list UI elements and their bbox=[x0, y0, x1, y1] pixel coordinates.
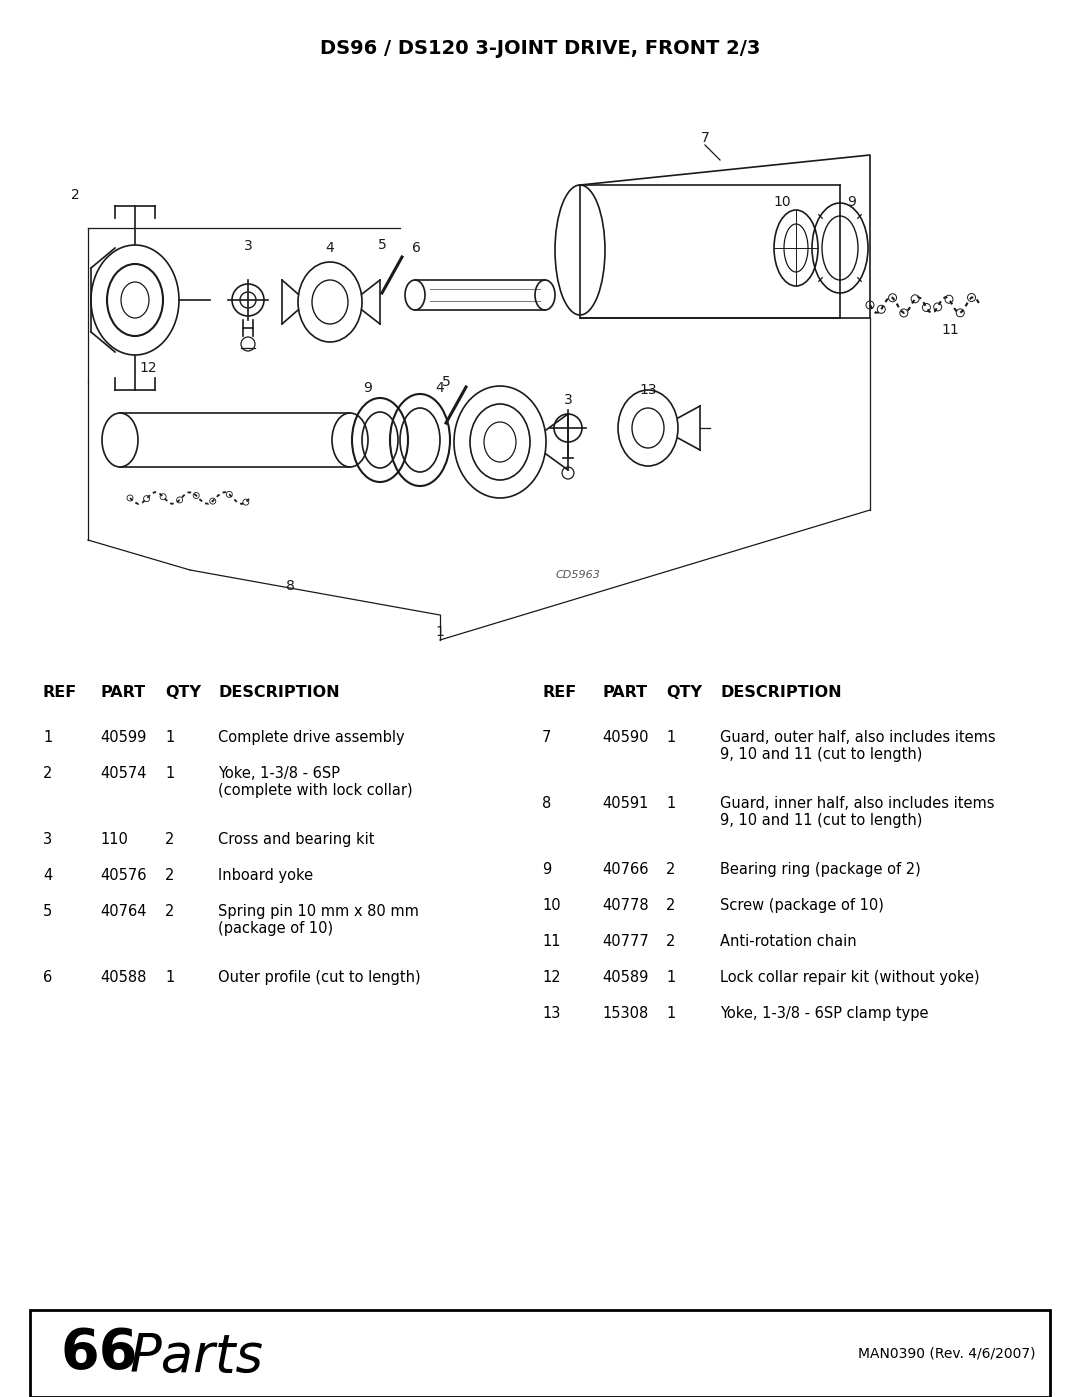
Text: 40590: 40590 bbox=[602, 731, 648, 745]
Text: 5: 5 bbox=[442, 374, 450, 388]
Text: 4: 4 bbox=[43, 868, 52, 883]
Text: DS96 / DS120 3-JOINT DRIVE, FRONT 2/3: DS96 / DS120 3-JOINT DRIVE, FRONT 2/3 bbox=[320, 39, 760, 57]
Text: 2: 2 bbox=[165, 904, 174, 919]
Text: Inboard yoke: Inboard yoke bbox=[218, 868, 313, 883]
Text: Outer profile (cut to length): Outer profile (cut to length) bbox=[218, 970, 420, 985]
Text: QTY: QTY bbox=[165, 685, 201, 700]
Text: 9: 9 bbox=[364, 381, 373, 395]
Text: 6: 6 bbox=[411, 242, 420, 256]
Text: Spring pin 10 mm x 80 mm
(package of 10): Spring pin 10 mm x 80 mm (package of 10) bbox=[218, 904, 419, 936]
Text: Guard, outer half, also includes items
9, 10 and 11 (cut to length): Guard, outer half, also includes items 9… bbox=[720, 731, 996, 763]
Text: 40764: 40764 bbox=[100, 904, 147, 919]
Text: Lock collar repair kit (without yoke): Lock collar repair kit (without yoke) bbox=[720, 970, 980, 985]
Text: 40766: 40766 bbox=[602, 862, 648, 877]
Text: Bearing ring (package of 2): Bearing ring (package of 2) bbox=[720, 862, 921, 877]
Text: 2: 2 bbox=[666, 935, 675, 949]
Text: 8: 8 bbox=[542, 796, 551, 812]
Text: 2: 2 bbox=[666, 862, 675, 877]
Text: 66: 66 bbox=[60, 1327, 137, 1380]
Text: 1: 1 bbox=[666, 970, 675, 985]
Text: Cross and bearing kit: Cross and bearing kit bbox=[218, 833, 375, 847]
Text: 15308: 15308 bbox=[602, 1006, 648, 1021]
Text: DESCRIPTION: DESCRIPTION bbox=[720, 685, 841, 700]
Text: 7: 7 bbox=[542, 731, 552, 745]
Text: 9: 9 bbox=[542, 862, 551, 877]
Text: 7: 7 bbox=[701, 131, 710, 145]
Text: REF: REF bbox=[43, 685, 78, 700]
Text: Complete drive assembly: Complete drive assembly bbox=[218, 731, 405, 745]
Text: 8: 8 bbox=[285, 578, 295, 592]
Text: CD5963: CD5963 bbox=[555, 570, 600, 580]
Text: 13: 13 bbox=[542, 1006, 561, 1021]
Text: 40778: 40778 bbox=[602, 898, 649, 914]
Text: 13: 13 bbox=[639, 383, 657, 397]
Text: 1: 1 bbox=[43, 731, 52, 745]
Text: 11: 11 bbox=[542, 935, 561, 949]
Text: Parts: Parts bbox=[130, 1330, 264, 1383]
Text: 2: 2 bbox=[165, 868, 174, 883]
Text: 4: 4 bbox=[435, 381, 444, 395]
Text: 12: 12 bbox=[139, 360, 157, 374]
Text: 1: 1 bbox=[165, 970, 174, 985]
Text: 3: 3 bbox=[244, 239, 253, 253]
Text: 9: 9 bbox=[848, 196, 856, 210]
Text: 40599: 40599 bbox=[100, 731, 147, 745]
Text: REF: REF bbox=[542, 685, 577, 700]
Text: 5: 5 bbox=[378, 237, 387, 251]
Text: PART: PART bbox=[100, 685, 145, 700]
Text: 2: 2 bbox=[43, 766, 52, 781]
Text: QTY: QTY bbox=[666, 685, 702, 700]
Text: 6: 6 bbox=[43, 970, 52, 985]
Text: 1: 1 bbox=[435, 624, 445, 638]
Text: 2: 2 bbox=[70, 189, 79, 203]
Text: 40576: 40576 bbox=[100, 868, 147, 883]
Text: Anti-rotation chain: Anti-rotation chain bbox=[720, 935, 856, 949]
Text: Yoke, 1-3/8 - 6SP clamp type: Yoke, 1-3/8 - 6SP clamp type bbox=[720, 1006, 929, 1021]
Text: PART: PART bbox=[602, 685, 647, 700]
Text: 2: 2 bbox=[666, 898, 675, 914]
Text: 5: 5 bbox=[43, 904, 52, 919]
Text: 40591: 40591 bbox=[602, 796, 648, 812]
Text: 12: 12 bbox=[542, 970, 561, 985]
Text: Guard, inner half, also includes items
9, 10 and 11 (cut to length): Guard, inner half, also includes items 9… bbox=[720, 796, 995, 828]
Text: Screw (package of 10): Screw (package of 10) bbox=[720, 898, 883, 914]
Text: 10: 10 bbox=[773, 196, 791, 210]
Text: 2: 2 bbox=[165, 833, 174, 847]
Text: 10: 10 bbox=[542, 898, 561, 914]
Text: 40588: 40588 bbox=[100, 970, 147, 985]
Bar bbox=[30, 1310, 1050, 1397]
Text: 1: 1 bbox=[165, 766, 174, 781]
Text: 4: 4 bbox=[326, 242, 335, 256]
Text: 3: 3 bbox=[564, 393, 572, 407]
Text: 3: 3 bbox=[43, 833, 52, 847]
Text: 1: 1 bbox=[666, 731, 675, 745]
Text: DESCRIPTION: DESCRIPTION bbox=[218, 685, 339, 700]
Text: 1: 1 bbox=[165, 731, 174, 745]
Text: 40589: 40589 bbox=[602, 970, 648, 985]
Text: 40574: 40574 bbox=[100, 766, 147, 781]
Text: MAN0390 (Rev. 4/6/2007): MAN0390 (Rev. 4/6/2007) bbox=[858, 1347, 1035, 1361]
Text: 1: 1 bbox=[666, 796, 675, 812]
Text: 1: 1 bbox=[666, 1006, 675, 1021]
Text: 11: 11 bbox=[941, 323, 959, 337]
Text: 110: 110 bbox=[100, 833, 127, 847]
Text: 40777: 40777 bbox=[602, 935, 649, 949]
Text: Yoke, 1-3/8 - 6SP
(complete with lock collar): Yoke, 1-3/8 - 6SP (complete with lock co… bbox=[218, 766, 413, 799]
